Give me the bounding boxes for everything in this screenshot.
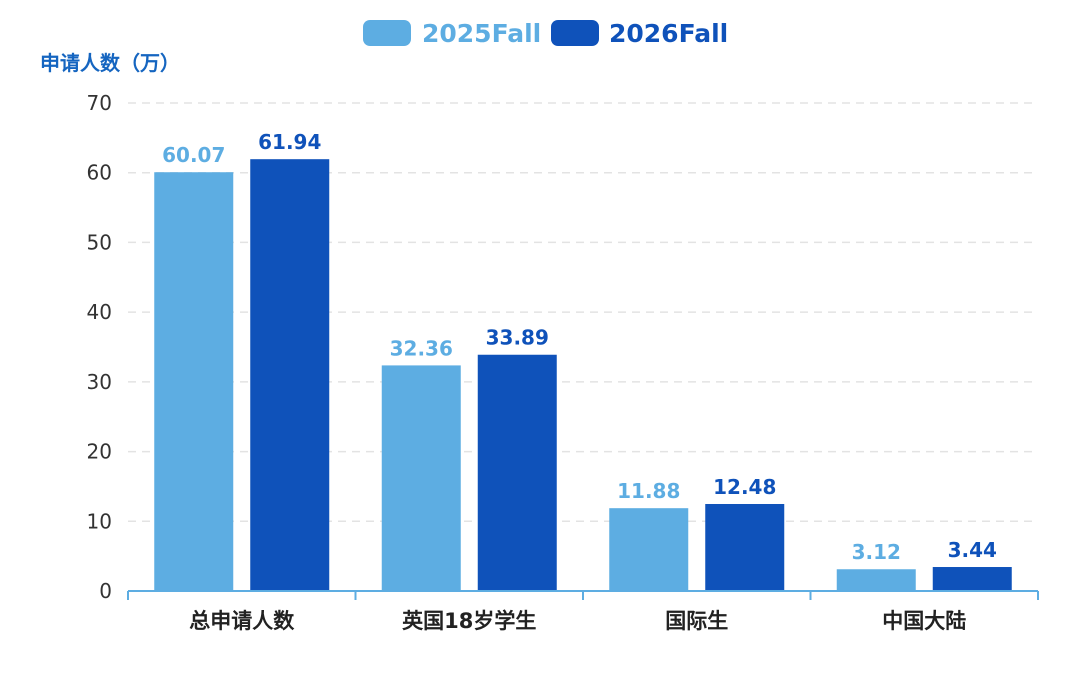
bar (381, 365, 461, 591)
legend: 2025Fall 2026Fall (363, 19, 728, 48)
y-axis-ticks: 0 10 20 30 40 50 60 70 (87, 91, 112, 603)
y-tick-label: 40 (87, 300, 112, 324)
x-axis: 总申请人数 英国18岁学生 国际生 中国大陆 (127, 590, 1039, 633)
x-tick-label: 英国18岁学生 (402, 609, 536, 633)
bars: 60.07 61.94 32.36 33.89 11.88 12.48 3.12 3.44 (154, 130, 1012, 592)
y-tick-label: 30 (87, 370, 112, 394)
y-tick-label: 10 (87, 509, 112, 533)
bar (477, 354, 557, 591)
y-tick-label: 50 (87, 230, 112, 254)
legend-label: 2026Fall (609, 19, 728, 48)
y-tick-label: 0 (99, 579, 112, 603)
data-label: 3.12 (852, 540, 901, 564)
x-tick-label: 中国大陆 (882, 609, 966, 633)
x-tick-label: 国际生 (665, 609, 728, 633)
bar (609, 508, 689, 591)
bar (932, 567, 1012, 591)
legend-swatch (551, 20, 599, 46)
data-label: 12.48 (713, 475, 776, 499)
data-label: 11.88 (617, 479, 680, 503)
data-label: 3.44 (948, 538, 997, 562)
bar (705, 503, 785, 591)
grid-lines (128, 102, 1038, 523)
bar (154, 172, 234, 591)
data-label: 32.36 (390, 336, 453, 360)
data-label: 61.94 (258, 130, 321, 154)
y-axis-label: 申请人数（万） (40, 51, 180, 75)
y-tick-label: 70 (87, 91, 112, 115)
y-tick-label: 20 (87, 440, 112, 464)
bar (836, 569, 916, 591)
y-tick-label: 60 (87, 161, 112, 185)
bar (250, 159, 330, 592)
x-tick-label: 总申请人数 (189, 609, 295, 633)
data-label: 60.07 (162, 143, 225, 167)
data-label: 33.89 (486, 326, 549, 350)
legend-label: 2025Fall (422, 19, 541, 48)
legend-swatch (363, 20, 411, 46)
